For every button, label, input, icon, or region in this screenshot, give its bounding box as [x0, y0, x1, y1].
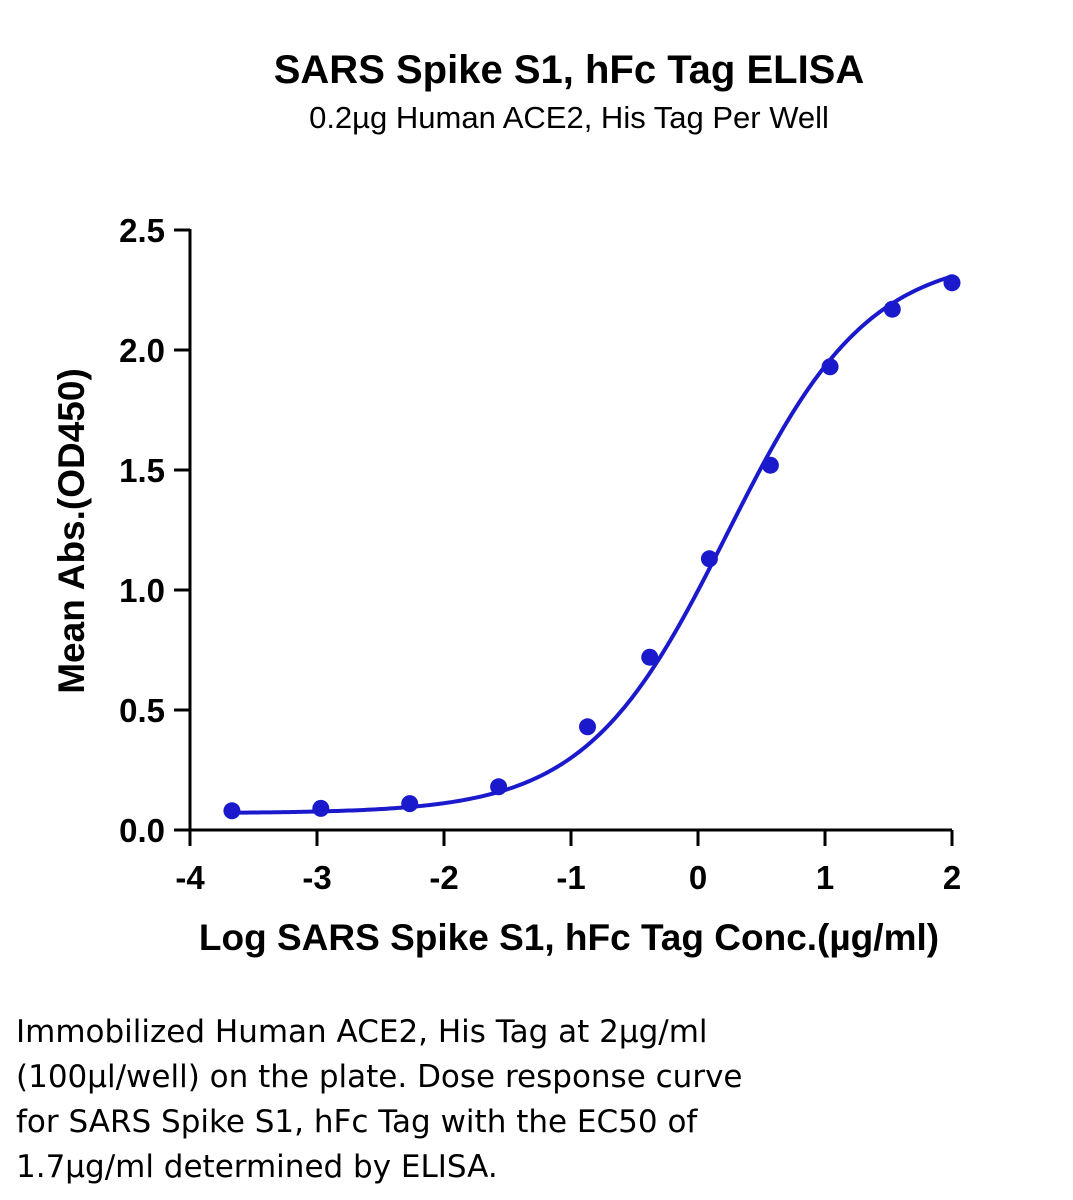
data-point [883, 300, 901, 318]
data-point [641, 648, 659, 666]
x-tick-label: 2 [943, 859, 961, 896]
caption-line: (100µl/well) on the plate. Dose response… [16, 1059, 743, 1095]
data-point [700, 550, 718, 568]
y-tick-label: 0.0 [119, 812, 165, 849]
x-tick-label: -4 [175, 859, 205, 896]
chart-subtitle: 0.2µg Human ACE2, His Tag Per Well [309, 100, 829, 135]
data-point [579, 718, 597, 736]
y-axis: 0.0 0.5 1.0 1.5 2.0 2.5 [119, 212, 192, 849]
chart-title: SARS Spike S1, hFc Tag ELISA [274, 48, 865, 92]
caption-line: 1.7µg/ml determined by ELISA. [16, 1149, 498, 1185]
data-point [490, 778, 508, 796]
data-point [943, 274, 961, 292]
fit-curve [231, 274, 953, 815]
x-tick-label: -1 [556, 859, 585, 896]
data-point [761, 456, 779, 474]
caption: Immobilized Human ACE2, His Tag at 2µg/m… [16, 1010, 1016, 1190]
caption-line: for SARS Spike S1, hFc Tag with the EC50… [16, 1104, 698, 1140]
data-point [223, 802, 241, 820]
caption-line: Immobilized Human ACE2, His Tag at 2µg/m… [16, 1014, 708, 1050]
data-point [401, 795, 419, 813]
y-tick-label: 0.5 [119, 692, 165, 729]
x-tick-label: 1 [816, 859, 834, 896]
x-tick-label: -3 [302, 859, 331, 896]
elisa-chart: SARS Spike S1, hFc Tag ELISA 0.2µg Human… [51, 48, 961, 958]
data-point [821, 358, 839, 376]
y-tick-label: 1.5 [119, 452, 165, 489]
x-tick-label: -2 [429, 859, 458, 896]
y-tick-label: 2.5 [119, 212, 165, 249]
data-point [312, 799, 330, 817]
data-points [223, 274, 961, 820]
y-tick-label: 2.0 [119, 332, 165, 369]
x-axis: -4 -3 -2 -1 0 1 2 [175, 828, 961, 896]
x-tick-label: 0 [689, 859, 707, 896]
y-tick-label: 1.0 [119, 572, 165, 609]
y-axis-label: Mean Abs.(OD450) [51, 368, 92, 694]
x-axis-label: Log SARS Spike S1, hFc Tag Conc.(µg/ml) [199, 917, 939, 958]
